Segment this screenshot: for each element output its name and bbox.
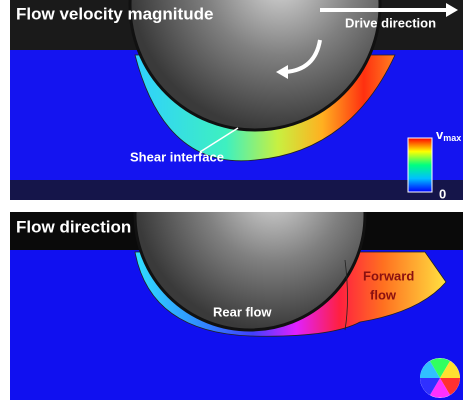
panel-title: Flow velocity magnitude bbox=[16, 4, 213, 23]
colorbar bbox=[407, 137, 433, 193]
colorbar-max-label: vmax bbox=[436, 127, 461, 143]
shear-interface-label: Shear interface bbox=[130, 149, 224, 164]
drive-direction-label: Drive direction bbox=[345, 15, 436, 30]
color-wheel bbox=[420, 358, 460, 398]
rotation-arrow bbox=[284, 39, 322, 74]
rotation-arrowhead bbox=[276, 65, 288, 79]
cylinder bbox=[133, 212, 367, 332]
top-panel bbox=[10, 0, 463, 200]
wheel-sector bbox=[440, 361, 460, 378]
rear-flow-label: Rear flow bbox=[213, 304, 272, 319]
wheel-sector bbox=[420, 378, 440, 395]
colorbar-min-label: 0 bbox=[439, 186, 446, 201]
cylinder bbox=[128, 0, 382, 132]
wheel-sector bbox=[420, 361, 440, 378]
substrate bbox=[10, 180, 463, 200]
bottom-panel bbox=[10, 212, 463, 400]
panel-title: Flow direction bbox=[16, 217, 131, 236]
interface-line bbox=[344, 259, 348, 331]
forward-flow-label: Forward bbox=[363, 268, 414, 283]
symbol: v bbox=[436, 127, 444, 142]
wheel-sector bbox=[440, 378, 460, 395]
shear-arrow bbox=[199, 127, 239, 153]
wheel-sector bbox=[430, 378, 450, 398]
subscript: max bbox=[443, 133, 461, 143]
forward-flow-label: flow bbox=[370, 287, 397, 302]
drive-arrowhead bbox=[446, 3, 458, 17]
wheel-sector bbox=[430, 358, 450, 378]
